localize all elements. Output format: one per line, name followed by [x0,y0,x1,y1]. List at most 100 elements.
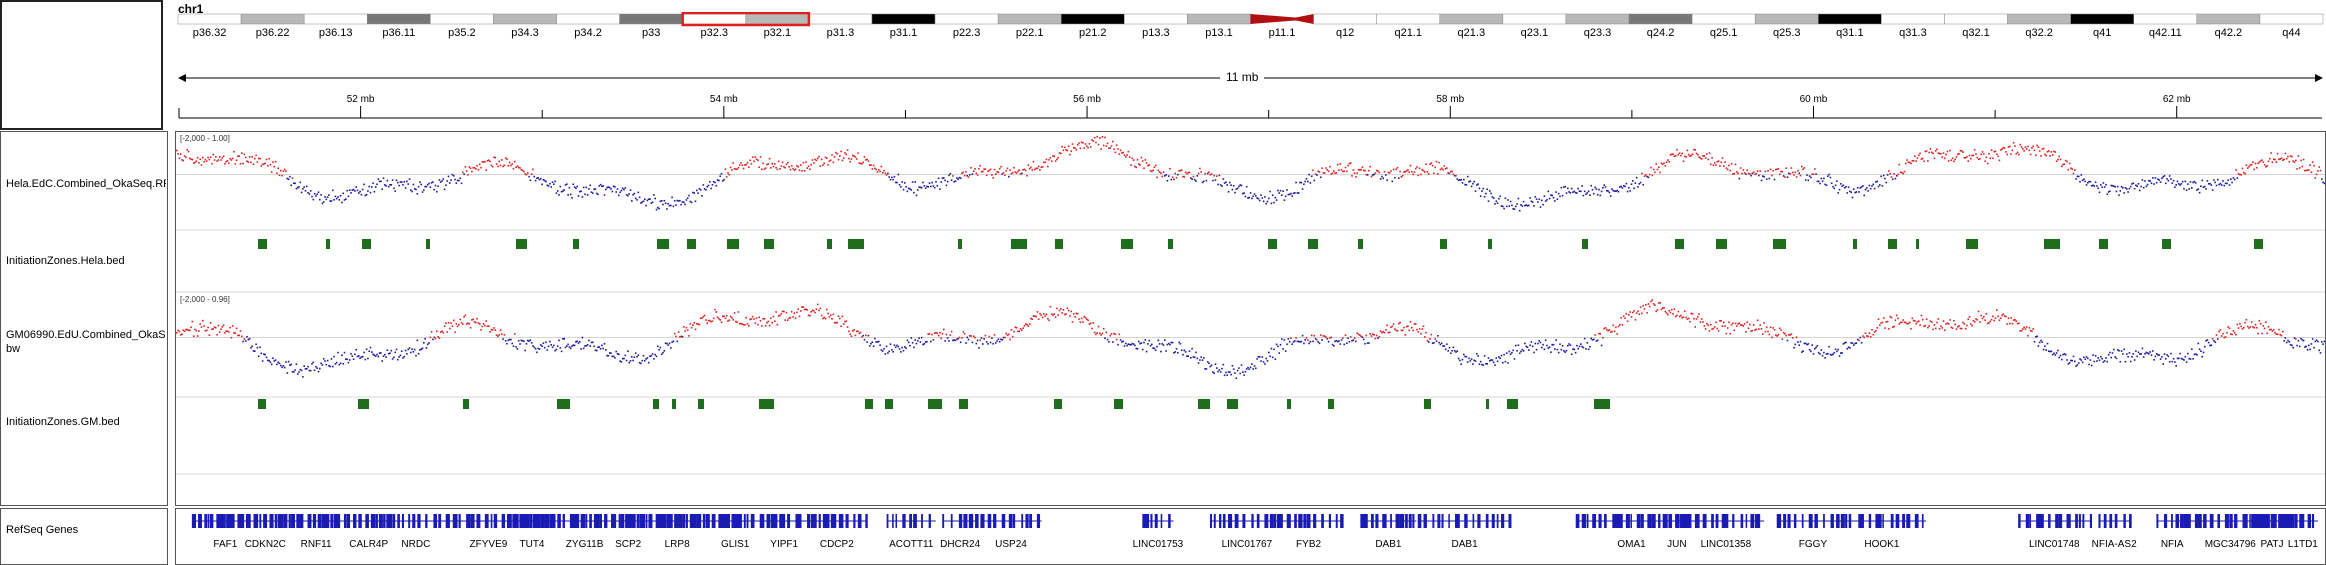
initiation-zone [764,239,774,249]
data-point [255,154,257,157]
data-point [1261,356,1264,358]
track-label-refseq[interactable]: RefSeq Genes [6,524,79,536]
data-point [1478,363,1481,365]
gene-exon [1750,514,1755,528]
data-point [832,313,835,316]
data-point [1564,185,1566,188]
gene-exon [1508,514,1512,528]
data-point [386,179,389,182]
initiation-zone [2254,239,2263,249]
data-point [1287,338,1290,340]
track-label-gm-okaseq[interactable]: GM06990.EdU.Combined_OkaSe bw [6,329,166,355]
data-point [1032,160,1035,163]
data-point [1768,177,1771,180]
data-point [2308,169,2310,171]
data-point [1988,322,1990,324]
data-point [1421,168,1423,171]
track-label-hela-iz[interactable]: InitiationZones.Hela.bed [6,255,125,267]
data-point [1187,355,1189,357]
data-point [1834,184,1837,187]
data-point [1637,186,1639,188]
data-point [1693,317,1695,320]
data-point [922,343,924,346]
data-point [1912,160,1915,162]
data-point [1884,177,1886,180]
data-point [1351,175,1353,177]
track-label-gm-iz[interactable]: InitiationZones.GM.bed [6,416,120,428]
initiation-zone [928,399,942,409]
data-point [251,345,253,347]
data-point [806,167,809,169]
band-label-p34.2: p34.2 [574,27,602,39]
data-point [1932,152,1934,155]
data-point [553,344,555,347]
data-point [820,158,823,161]
data-point [1275,199,1278,201]
data-point [883,169,885,172]
data-tracks-canvas[interactable] [176,132,2325,505]
gene-exon [466,514,471,528]
data-point [1329,337,1331,339]
data-point [853,155,855,157]
data-point [1989,320,1992,323]
data-point [943,177,945,179]
data-point [803,170,806,172]
data-point [1729,169,1732,172]
data-point [2263,327,2266,330]
data-point [1489,190,1491,192]
data-point [287,360,290,363]
data-point [675,204,677,206]
data-point [1812,173,1815,176]
track-label-hela-okaseq[interactable]: Hela.EdC.Combined_OkaSeq.RF [6,178,166,190]
data-point [1671,308,1673,311]
data-point [1672,153,1674,155]
data-point [1901,171,1903,174]
gene-exon [1858,514,1863,528]
data-point [1203,357,1205,359]
data-point [1643,175,1646,177]
data-point [1664,165,1667,167]
data-point [319,198,321,201]
gene-label: LINC01767 [1222,539,1273,550]
data-point [855,330,858,333]
data-point [389,183,391,186]
data-point [871,341,874,344]
data-point [373,190,376,193]
gene-exon [1849,514,1852,528]
data-point [1698,313,1700,315]
chromosome-ideogram[interactable]: p36.32 p36.22 p36.13 p36.11 p35.2 p34.3 p34.2 p… [175,12,2326,52]
data-point [1745,331,1747,333]
data-point [918,337,920,340]
data-point [264,162,266,165]
data-point [909,344,911,347]
data-point [904,182,906,184]
data-point [1634,182,1637,184]
chromosome-name[interactable]: chr1 [178,2,204,16]
data-point [1648,305,1651,308]
data-point [892,178,894,181]
data-point [1366,174,1369,176]
gene-exon [365,514,369,528]
data-point [558,339,560,342]
data-point [1730,323,1733,326]
data-point [824,317,827,320]
data-point [810,311,812,313]
data-point [597,193,599,196]
data-point [250,161,252,164]
data-point [2101,357,2103,360]
data-point [1158,343,1161,345]
data-point [477,169,480,171]
data-point [432,338,434,341]
data-point [2236,177,2239,179]
gene-exon [857,514,862,528]
data-point [1503,353,1505,356]
refseq-genes-track[interactable]: FAF1 CDKN2C RNF11 CALR4P NRDC ZFYVE9 TUT4 ZYG11… [176,509,2325,564]
gene-exon [2025,514,2030,528]
data-point [1088,142,1091,145]
band-label-q32.2: q32.2 [2025,27,2053,39]
data-point [1343,170,1345,173]
data-point [1167,342,1170,345]
data-point [1455,174,1457,177]
data-point [906,339,909,342]
data-point [606,354,608,357]
